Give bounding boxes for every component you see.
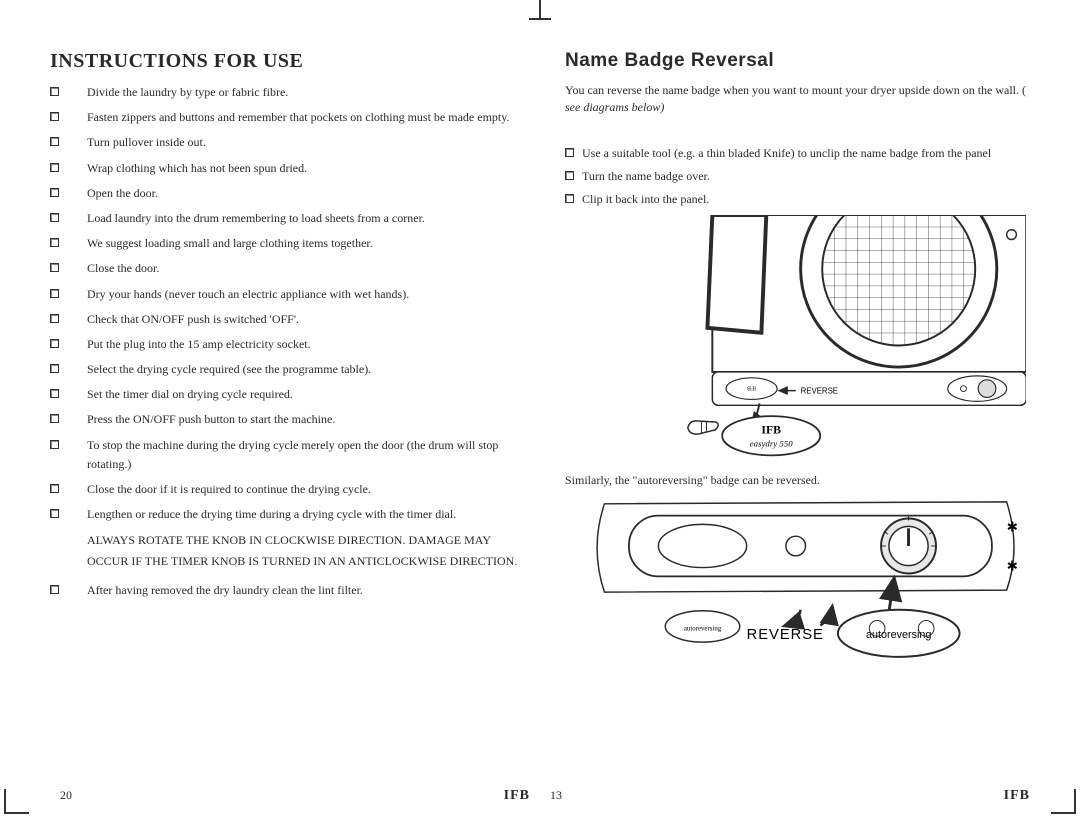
diagram-dryer-badge: IFB REVERSE IFB easydry 550 (575, 215, 1026, 465)
checkbox-icon (565, 148, 574, 157)
checkbox-icon (50, 87, 59, 96)
badge-model: easydry 550 (750, 439, 793, 449)
brand-right: IFB (1004, 788, 1030, 804)
list-item: Use a suitable tool (e.g. a thin bladed … (565, 144, 1040, 163)
item-text: Turn the name badge over. (582, 167, 710, 186)
checkbox-icon (50, 484, 59, 493)
list-item: Fasten zippers and buttons and remember … (50, 108, 525, 127)
list-item: After having removed the dry laundry cle… (50, 581, 525, 600)
svg-text:✱: ✱ (1007, 559, 1019, 574)
list-item: Select the drying cycle required (see th… (50, 360, 525, 379)
item-text: Wrap clothing which has not been spun dr… (87, 159, 307, 178)
footer-right: 13 IFB (540, 788, 1040, 804)
reverse-label-1: REVERSE (801, 387, 838, 396)
list-item: Open the door. (50, 184, 525, 203)
item-text: Turn pullover inside out. (87, 133, 206, 152)
checkbox-icon (50, 163, 59, 172)
page-right: Name Badge Reversal You can reverse the … (545, 50, 1050, 758)
mid-note: Similarly, the "autoreversing" badge can… (565, 473, 1040, 488)
page-number-left: 20 (60, 788, 72, 804)
list-item: Turn pullover inside out. (50, 133, 525, 152)
checkbox-icon (50, 188, 59, 197)
list-item: Set the timer dial on drying cycle requi… (50, 385, 525, 404)
checkbox-icon (50, 339, 59, 348)
list-item: Close the door. (50, 259, 525, 278)
checkbox-icon (50, 364, 59, 373)
checkbox-icon (50, 289, 59, 298)
item-text: Close the door if it is required to cont… (87, 480, 371, 499)
checkbox-icon (50, 263, 59, 272)
checkbox-icon (50, 414, 59, 423)
item-text: Select the drying cycle required (see th… (87, 360, 371, 379)
list-item: Dry your hands (never touch an electric … (50, 285, 525, 304)
list-item: Press the ON/OFF push button to start th… (50, 410, 525, 429)
item-text: Divide the laundry by type or fabric fib… (87, 83, 288, 102)
checkbox-icon (50, 137, 59, 146)
intro-italic: see diagrams below) (565, 100, 664, 114)
brand-left: IFB (504, 788, 530, 804)
heading-instructions: INSTRUCTIONS FOR USE (50, 50, 525, 73)
diagram-autoreversing-badge: ✱ ✱ autoreversing autoreversing REVERSE (575, 494, 1026, 666)
checkbox-icon (50, 440, 59, 449)
checkbox-icon (50, 238, 59, 247)
reversal-steps: Use a suitable tool (e.g. a thin bladed … (565, 144, 1040, 210)
heading-badge-reversal: Name Badge Reversal (565, 50, 1040, 72)
checkbox-icon (50, 112, 59, 121)
list-item: Load laundry into the drum remembering t… (50, 209, 525, 228)
list-item: Turn the name badge over. (565, 167, 1040, 186)
item-text: After having removed the dry laundry cle… (87, 581, 363, 600)
item-text: To stop the machine during the drying cy… (87, 436, 525, 474)
svg-text:✱: ✱ (1007, 520, 1019, 535)
checkbox-icon (50, 314, 59, 323)
checkbox-icon (50, 585, 59, 594)
footer-left: 20 IFB (50, 788, 540, 804)
item-text: Check that ON/OFF push is switched 'OFF'… (87, 310, 299, 329)
intro-text: You can reverse the name badge when you … (565, 82, 1040, 116)
badge-brand: IFB (761, 424, 781, 437)
item-text: Put the plug into the 15 amp electricity… (87, 335, 311, 354)
svg-text:IFB: IFB (747, 385, 756, 391)
checkbox-icon (565, 171, 574, 180)
list-item: To stop the machine during the drying cy… (50, 436, 525, 474)
checkbox-icon (50, 389, 59, 398)
warning-text: ALWAYS ROTATE THE KNOB IN CLOCKWISE DIRE… (87, 530, 525, 571)
item-text: We suggest loading small and large cloth… (87, 234, 373, 253)
checkbox-icon (50, 509, 59, 518)
list-item: Close the door if it is required to cont… (50, 480, 525, 499)
list-item: Clip it back into the panel. (565, 190, 1040, 209)
item-text: Use a suitable tool (e.g. a thin bladed … (582, 144, 991, 163)
checkbox-icon (50, 213, 59, 222)
item-text: Press the ON/OFF push button to start th… (87, 410, 335, 429)
crop-mark-bottom-left (4, 789, 29, 814)
list-item: Put the plug into the 15 amp electricity… (50, 335, 525, 354)
page-left: INSTRUCTIONS FOR USE Divide the laundry … (50, 50, 545, 758)
item-text: Close the door. (87, 259, 159, 278)
item-text: Open the door. (87, 184, 158, 203)
item-text: Set the timer dial on drying cycle requi… (87, 385, 293, 404)
checkbox-icon (565, 194, 574, 203)
item-text: Clip it back into the panel. (582, 190, 709, 209)
instructions-list: Divide the laundry by type or fabric fib… (50, 83, 525, 524)
page-spread: INSTRUCTIONS FOR USE Divide the laundry … (0, 0, 1080, 818)
list-item: Lengthen or reduce the drying time durin… (50, 505, 525, 524)
page-number-right: 13 (550, 788, 562, 804)
list-item: Wrap clothing which has not been spun dr… (50, 159, 525, 178)
item-text: Dry your hands (never touch an electric … (87, 285, 409, 304)
item-text: Lengthen or reduce the drying time durin… (87, 505, 456, 524)
svg-text:autoreversing: autoreversing (684, 626, 722, 633)
list-item: We suggest loading small and large cloth… (50, 234, 525, 253)
list-item: Check that ON/OFF push is switched 'OFF'… (50, 310, 525, 329)
reverse-label-2: REVERSE (747, 628, 824, 644)
instructions-list-after: After having removed the dry laundry cle… (50, 581, 525, 600)
list-item: Divide the laundry by type or fabric fib… (50, 83, 525, 102)
item-text: Fasten zippers and buttons and remember … (87, 108, 509, 127)
intro-plain: You can reverse the name badge when you … (565, 83, 1026, 97)
item-text: Load laundry into the drum remembering t… (87, 209, 425, 228)
crop-mark-bottom-right (1051, 789, 1076, 814)
crop-mark-top (539, 0, 541, 20)
